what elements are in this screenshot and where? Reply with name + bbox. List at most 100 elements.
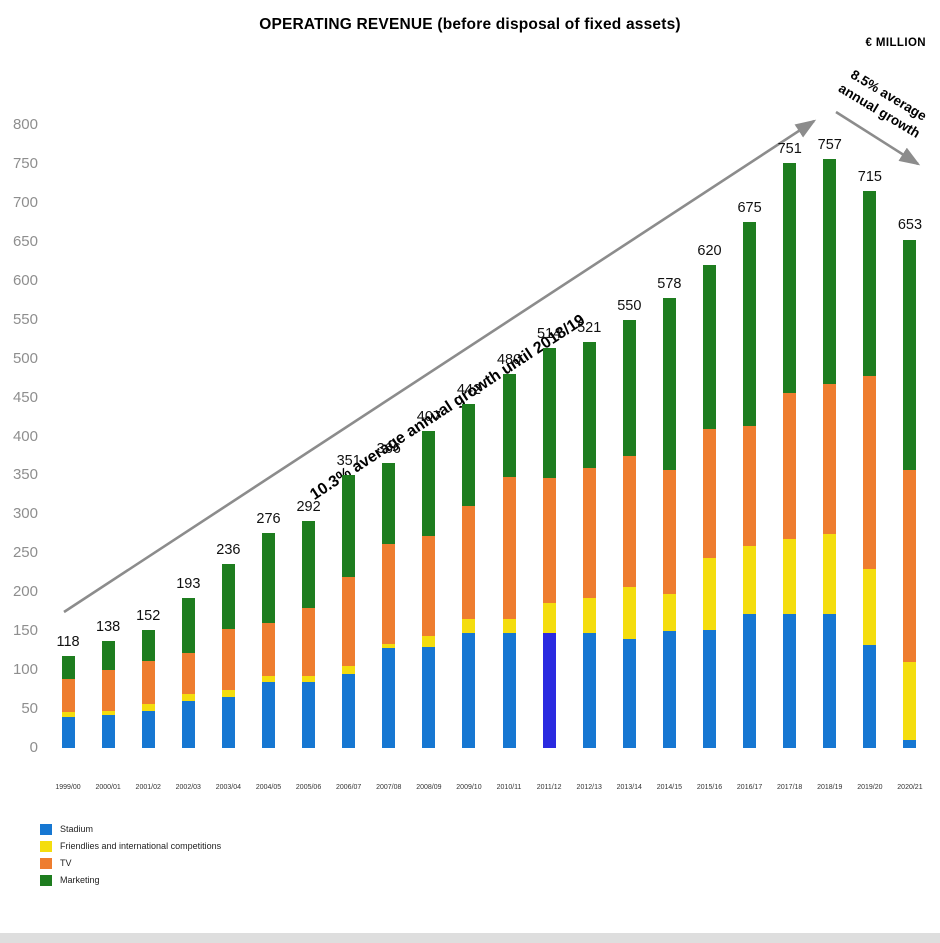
segment-marketing	[141, 629, 155, 661]
segment-marketing	[783, 163, 797, 393]
total-label: 366	[376, 440, 401, 457]
total-label: 292	[296, 498, 321, 515]
segment-marketing	[903, 239, 917, 470]
y-tick-label: 550	[12, 310, 38, 328]
segment-tv	[823, 384, 837, 534]
segment-stadium	[662, 631, 676, 748]
segment-tv	[502, 477, 516, 619]
y-tick-label: 800	[12, 116, 38, 133]
segment-tv	[903, 470, 917, 663]
bar-2012-13: 521 2012/13	[569, 125, 609, 791]
total-label: 118	[56, 634, 80, 651]
legend-item: Marketing	[40, 874, 221, 886]
segment-marketing	[422, 431, 436, 537]
segment-friendlies-and-international-competitions	[903, 662, 917, 741]
segment-friendlies-and-international-competitions	[823, 533, 837, 615]
segment-tv	[662, 470, 676, 594]
segment-marketing	[462, 403, 476, 506]
y-tick-label: 450	[12, 388, 38, 406]
bar-2011-12: 514 2011/12	[529, 125, 569, 791]
total-label: 653	[897, 217, 923, 234]
x-tick-label: 2012/13	[576, 784, 602, 791]
x-tick-label: 2002/03	[175, 784, 201, 791]
segment-marketing	[582, 342, 596, 468]
y-tick-label: 250	[12, 544, 38, 562]
segment-stadium	[863, 645, 877, 748]
legend: Stadium Friendlies and international comp…	[40, 823, 221, 891]
x-tick-label: 2007/08	[376, 784, 402, 791]
total-label: 550	[617, 297, 642, 314]
segment-stadium	[382, 648, 396, 748]
x-tick-label: 2009/10	[456, 784, 482, 791]
segment-marketing	[863, 191, 877, 376]
bar-2015-16: 620 2015/16	[689, 125, 729, 791]
x-tick-label: 2013/14	[616, 784, 642, 791]
segment-stadium	[462, 632, 476, 748]
segment-stadium	[141, 710, 155, 748]
segment-tv	[221, 628, 235, 690]
x-tick-label: 2010/11	[496, 784, 522, 791]
segment-friendlies-and-international-competitions	[342, 666, 356, 675]
segment-friendlies-and-international-competitions	[863, 568, 877, 646]
y-tick-label: 650	[12, 232, 38, 250]
segment-tv	[342, 576, 356, 667]
segment-marketing	[702, 265, 716, 429]
legend-item: Stadium	[40, 823, 221, 835]
legend-swatch	[40, 823, 52, 835]
window-bottom-edge	[0, 933, 940, 943]
total-label: 514	[537, 325, 562, 342]
x-tick-label: 2015/16	[696, 784, 723, 791]
segment-tv	[783, 392, 797, 540]
segment-tv	[422, 536, 436, 636]
bar-2003-04: 236 2003/04	[208, 125, 248, 791]
segment-friendlies-and-international-competitions	[422, 635, 436, 647]
x-tick-label: 2005/06	[295, 784, 322, 791]
segment-marketing	[221, 564, 235, 629]
y-tick-label: 750	[12, 154, 38, 172]
segment-friendlies-and-international-competitions	[61, 712, 75, 717]
total-label: 757	[817, 136, 842, 153]
segment-friendlies-and-international-competitions	[261, 675, 275, 682]
bar-2013-14: 550 2013/14	[609, 125, 649, 791]
bar-2004-05: 276 2004/05	[248, 125, 288, 791]
segment-marketing	[743, 222, 757, 427]
total-label: 152	[136, 607, 161, 624]
y-tick-label: 100	[12, 661, 38, 679]
y-tick-label: 600	[12, 271, 38, 289]
segment-tv	[382, 543, 396, 644]
total-label: 236	[216, 542, 241, 559]
bar-2016-17: 675 2016/17	[730, 125, 770, 791]
segment-friendlies-and-international-competitions	[221, 689, 235, 698]
total-label: 620	[697, 243, 722, 260]
total-label: 751	[777, 141, 802, 158]
x-tick-label: 2019/20	[857, 784, 883, 791]
segment-tv	[582, 467, 596, 598]
segment-friendlies-and-international-competitions	[622, 586, 636, 639]
bar-2002-03: 193 2002/03	[168, 125, 208, 791]
bar-2019-20: 715 2019/20	[850, 125, 890, 791]
x-tick-label: 1999/00	[55, 784, 81, 791]
legend-item: Friendlies and international competition…	[40, 840, 221, 852]
segment-stadium	[743, 614, 757, 748]
segment-tv	[181, 653, 195, 694]
segment-tv	[863, 375, 877, 569]
segment-tv	[61, 679, 75, 713]
segment-marketing	[61, 656, 75, 680]
legend-label: Friendlies and international competition…	[60, 841, 222, 851]
x-tick-label: 2018/19	[817, 784, 843, 791]
chart-title: OPERATING REVENUE (before disposal of fi…	[259, 16, 681, 33]
y-tick-label: 300	[12, 505, 38, 523]
x-tick-label: 2001/02	[135, 784, 161, 791]
total-label: 276	[256, 511, 281, 528]
y-tick-label: 350	[12, 466, 38, 484]
segment-stadium	[582, 632, 596, 748]
segment-marketing	[542, 347, 556, 478]
segment-stadium	[61, 716, 75, 748]
x-tick-label: 2008/09	[416, 784, 442, 791]
segment-stadium	[422, 646, 436, 748]
segment-friendlies-and-international-competitions	[702, 558, 716, 630]
y-tick-label: 700	[12, 193, 38, 211]
segment-marketing	[261, 533, 275, 624]
x-tick-label: 2004/05	[255, 784, 282, 791]
unit-label: € MILLION	[865, 37, 926, 49]
